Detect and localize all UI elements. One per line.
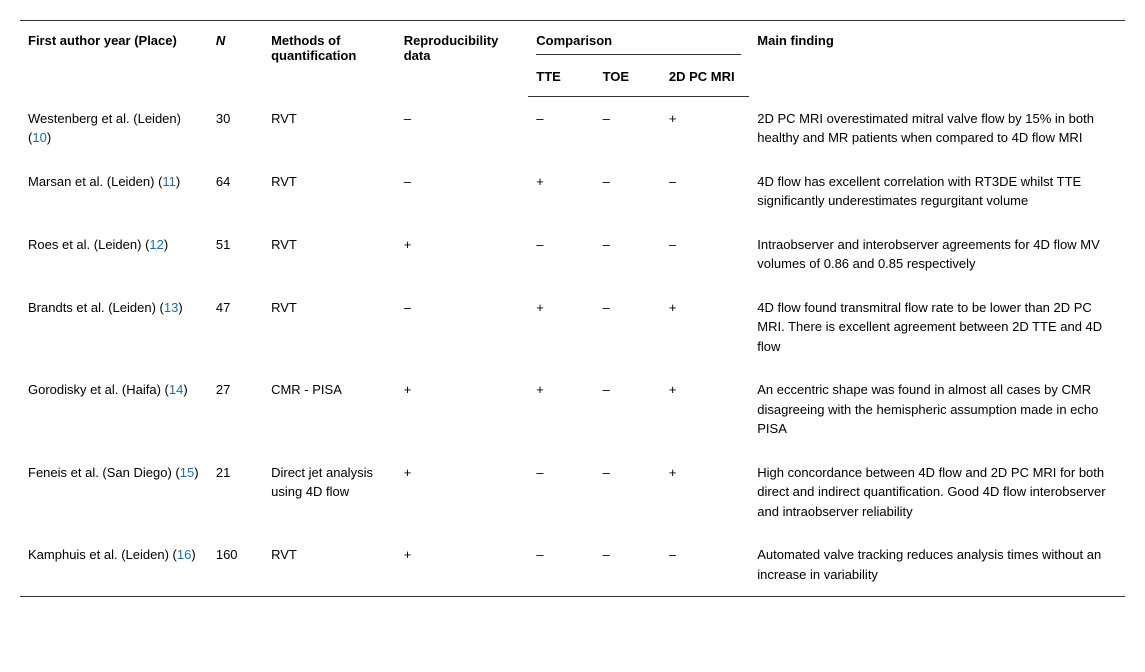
- author-text: Feneis et al. (San Diego) (: [28, 465, 180, 480]
- header-repro: Reproducibility data: [396, 21, 529, 97]
- cell-repro: –: [396, 286, 529, 369]
- author-text: Roes et al. (Leiden) (: [28, 237, 149, 252]
- cell-mri: –: [661, 533, 749, 597]
- cell-tte: –: [528, 223, 594, 286]
- cell-author: Westenberg et al. (Leiden) (10): [20, 97, 208, 160]
- cell-repro: +: [396, 533, 529, 597]
- cell-finding: Intraobserver and interobserver agreemen…: [749, 223, 1125, 286]
- author-suffix: ): [178, 300, 182, 315]
- cell-tte: –: [528, 451, 594, 534]
- author-text: Gorodisky et al. (Haifa) (: [28, 382, 169, 397]
- reference-link[interactable]: 12: [149, 237, 163, 252]
- cell-methods: RVT: [263, 223, 396, 286]
- cell-methods: CMR - PISA: [263, 368, 396, 451]
- cell-methods: RVT: [263, 533, 396, 597]
- header-mri: 2D PC MRI: [661, 57, 749, 97]
- header-comparison-group: Comparison: [528, 21, 749, 58]
- cell-tte: –: [528, 533, 594, 597]
- cell-author: Brandts et al. (Leiden) (13): [20, 286, 208, 369]
- author-suffix: ): [164, 237, 168, 252]
- reference-link[interactable]: 11: [162, 174, 176, 189]
- cell-finding: High concordance between 4D flow and 2D …: [749, 451, 1125, 534]
- cell-tte: +: [528, 160, 594, 223]
- cell-tte: +: [528, 286, 594, 369]
- author-suffix: ): [194, 465, 198, 480]
- author-suffix: ): [176, 174, 180, 189]
- cell-author: Roes et al. (Leiden) (12): [20, 223, 208, 286]
- cell-n: 30: [208, 97, 263, 160]
- cell-mri: +: [661, 368, 749, 451]
- table-row: Brandts et al. (Leiden) (13)47RVT–+–+4D …: [20, 286, 1125, 369]
- cell-mri: –: [661, 223, 749, 286]
- cell-repro: +: [396, 368, 529, 451]
- cell-author: Gorodisky et al. (Haifa) (14): [20, 368, 208, 451]
- cell-n: 27: [208, 368, 263, 451]
- table-row: Marsan et al. (Leiden) (11)64RVT–+––4D f…: [20, 160, 1125, 223]
- cell-n: 47: [208, 286, 263, 369]
- cell-mri: +: [661, 451, 749, 534]
- author-suffix: ): [47, 130, 51, 145]
- reference-link[interactable]: 10: [32, 130, 46, 145]
- cell-methods: Direct jet analysis using 4D flow: [263, 451, 396, 534]
- table-row: Kamphuis et al. (Leiden) (16)160RVT+–––A…: [20, 533, 1125, 597]
- cell-toe: –: [595, 368, 661, 451]
- table-header-row-1: First author year (Place) N Methods of q…: [20, 21, 1125, 58]
- cell-toe: –: [595, 160, 661, 223]
- cell-n: 51: [208, 223, 263, 286]
- table-row: Westenberg et al. (Leiden) (10)30RVT–––+…: [20, 97, 1125, 160]
- cell-author: Marsan et al. (Leiden) (11): [20, 160, 208, 223]
- cell-finding: An eccentric shape was found in almost a…: [749, 368, 1125, 451]
- header-author: First author year (Place): [20, 21, 208, 97]
- cell-n: 21: [208, 451, 263, 534]
- cell-repro: –: [396, 160, 529, 223]
- cell-repro: +: [396, 223, 529, 286]
- cell-finding: 4D flow found transmitral flow rate to b…: [749, 286, 1125, 369]
- cell-toe: –: [595, 451, 661, 534]
- header-methods: Methods of quantification: [263, 21, 396, 97]
- author-text: Kamphuis et al. (Leiden) (: [28, 547, 177, 562]
- table-body: Westenberg et al. (Leiden) (10)30RVT–––+…: [20, 97, 1125, 597]
- studies-table: First author year (Place) N Methods of q…: [20, 20, 1125, 597]
- reference-link[interactable]: 16: [177, 547, 191, 562]
- reference-link[interactable]: 15: [180, 465, 194, 480]
- table-row: Roes et al. (Leiden) (12)51RVT+–––Intrao…: [20, 223, 1125, 286]
- reference-link[interactable]: 14: [169, 382, 183, 397]
- cell-mri: –: [661, 160, 749, 223]
- cell-tte: +: [528, 368, 594, 451]
- cell-finding: Automated valve tracking reduces analysi…: [749, 533, 1125, 597]
- reference-link[interactable]: 13: [164, 300, 178, 315]
- table-row: Feneis et al. (San Diego) (15)21Direct j…: [20, 451, 1125, 534]
- author-suffix: ): [183, 382, 187, 397]
- cell-toe: –: [595, 97, 661, 160]
- author-text: Marsan et al. (Leiden) (: [28, 174, 162, 189]
- cell-toe: –: [595, 223, 661, 286]
- cell-toe: –: [595, 533, 661, 597]
- cell-repro: +: [396, 451, 529, 534]
- cell-n: 160: [208, 533, 263, 597]
- author-text: Brandts et al. (Leiden) (: [28, 300, 164, 315]
- cell-toe: –: [595, 286, 661, 369]
- cell-author: Kamphuis et al. (Leiden) (16): [20, 533, 208, 597]
- author-suffix: ): [191, 547, 195, 562]
- cell-author: Feneis et al. (San Diego) (15): [20, 451, 208, 534]
- header-n: N: [208, 21, 263, 97]
- cell-finding: 2D PC MRI overestimated mitral valve flo…: [749, 97, 1125, 160]
- cell-finding: 4D flow has excellent correlation with R…: [749, 160, 1125, 223]
- cell-n: 64: [208, 160, 263, 223]
- cell-mri: +: [661, 286, 749, 369]
- table-row: Gorodisky et al. (Haifa) (14)27CMR - PIS…: [20, 368, 1125, 451]
- header-finding: Main finding: [749, 21, 1125, 97]
- cell-methods: RVT: [263, 160, 396, 223]
- cell-methods: RVT: [263, 97, 396, 160]
- cell-repro: –: [396, 97, 529, 160]
- header-tte: TTE: [528, 57, 594, 97]
- header-toe: TOE: [595, 57, 661, 97]
- cell-tte: –: [528, 97, 594, 160]
- cell-mri: +: [661, 97, 749, 160]
- cell-methods: RVT: [263, 286, 396, 369]
